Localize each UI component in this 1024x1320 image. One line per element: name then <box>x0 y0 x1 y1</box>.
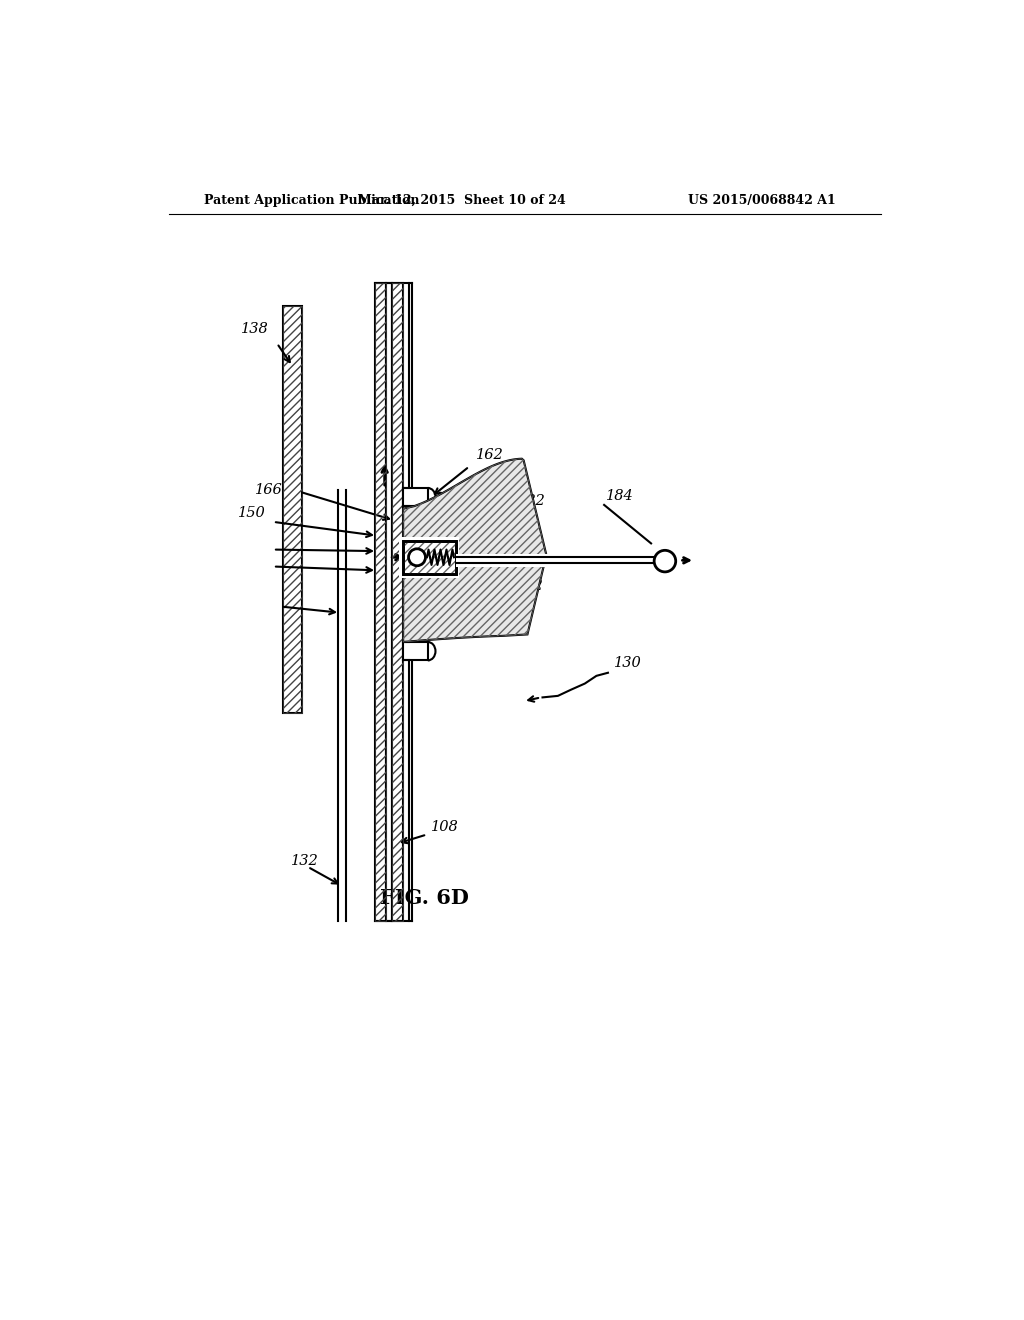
Text: 162: 162 <box>475 447 503 462</box>
Text: US 2015/0068842 A1: US 2015/0068842 A1 <box>688 194 836 207</box>
Text: 142: 142 <box>515 578 544 593</box>
Text: 130: 130 <box>614 656 642 669</box>
Text: 150: 150 <box>239 506 266 520</box>
Text: FIG. 6D: FIG. 6D <box>380 887 469 908</box>
Polygon shape <box>283 306 302 713</box>
Polygon shape <box>403 541 456 574</box>
Text: 140: 140 <box>494 469 522 483</box>
Text: 166: 166 <box>255 483 283 496</box>
Polygon shape <box>403 642 428 660</box>
Polygon shape <box>403 459 547 642</box>
Text: 132: 132 <box>291 854 318 867</box>
Polygon shape <box>392 284 403 921</box>
Polygon shape <box>403 488 428 507</box>
Text: 138: 138 <box>241 322 268 337</box>
Text: 182: 182 <box>518 494 546 508</box>
Polygon shape <box>386 284 392 921</box>
Text: Mar. 12, 2015  Sheet 10 of 24: Mar. 12, 2015 Sheet 10 of 24 <box>357 194 565 207</box>
Text: 180: 180 <box>512 520 541 533</box>
Polygon shape <box>399 537 460 578</box>
Circle shape <box>654 550 676 572</box>
Text: Patent Application Publication: Patent Application Publication <box>204 194 419 207</box>
Polygon shape <box>376 284 386 921</box>
Polygon shape <box>456 554 670 566</box>
Text: 164: 164 <box>453 598 480 612</box>
Text: 184: 184 <box>605 488 634 503</box>
Text: 108: 108 <box>431 820 459 834</box>
Circle shape <box>409 549 425 566</box>
